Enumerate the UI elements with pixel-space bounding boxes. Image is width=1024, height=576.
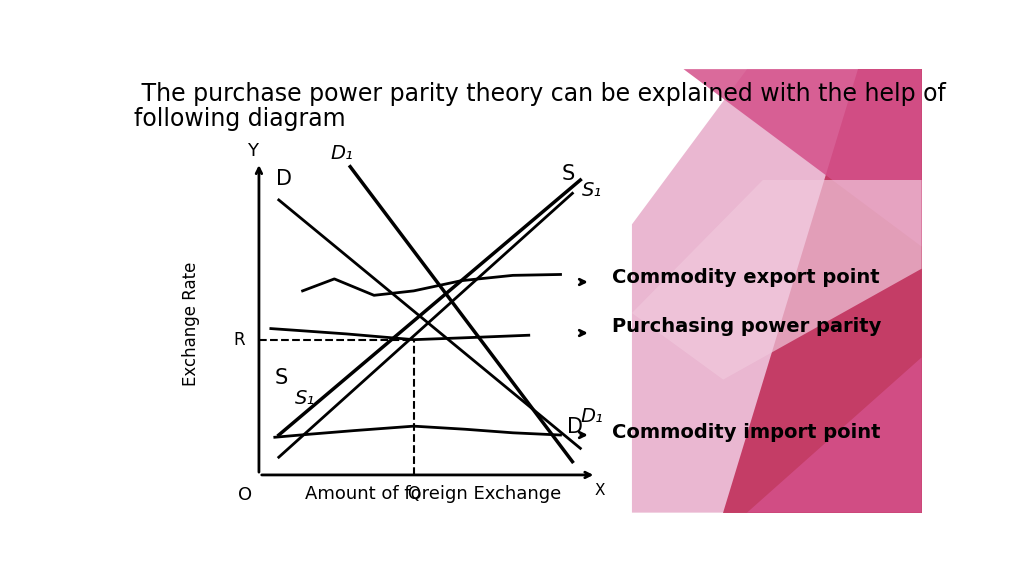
Text: Commodity import point: Commodity import point: [612, 423, 881, 442]
Text: following diagram: following diagram: [134, 107, 346, 131]
Text: Purchasing power parity: Purchasing power parity: [612, 317, 882, 336]
Text: X: X: [595, 483, 605, 498]
Polygon shape: [632, 180, 922, 380]
Polygon shape: [723, 69, 922, 513]
Text: D: D: [567, 417, 583, 437]
Polygon shape: [632, 357, 922, 513]
Text: R: R: [233, 331, 245, 348]
Text: D₁: D₁: [581, 407, 603, 426]
Text: Y: Y: [247, 142, 258, 160]
Text: D₁: D₁: [331, 144, 353, 163]
Text: Exchange Rate: Exchange Rate: [182, 262, 201, 386]
Text: S₁: S₁: [295, 389, 315, 408]
Text: O: O: [238, 486, 252, 504]
Text: Amount of foreign Exchange: Amount of foreign Exchange: [305, 486, 561, 503]
Polygon shape: [684, 69, 922, 247]
Text: S: S: [274, 369, 288, 388]
Text: S₁: S₁: [582, 180, 602, 199]
Polygon shape: [632, 69, 922, 513]
Text: S: S: [562, 164, 575, 184]
Text: The purchase power parity theory can be explained with the help of: The purchase power parity theory can be …: [134, 82, 946, 105]
Text: Q: Q: [408, 484, 420, 503]
Text: D: D: [276, 169, 293, 189]
Text: Commodity export point: Commodity export point: [612, 268, 880, 287]
